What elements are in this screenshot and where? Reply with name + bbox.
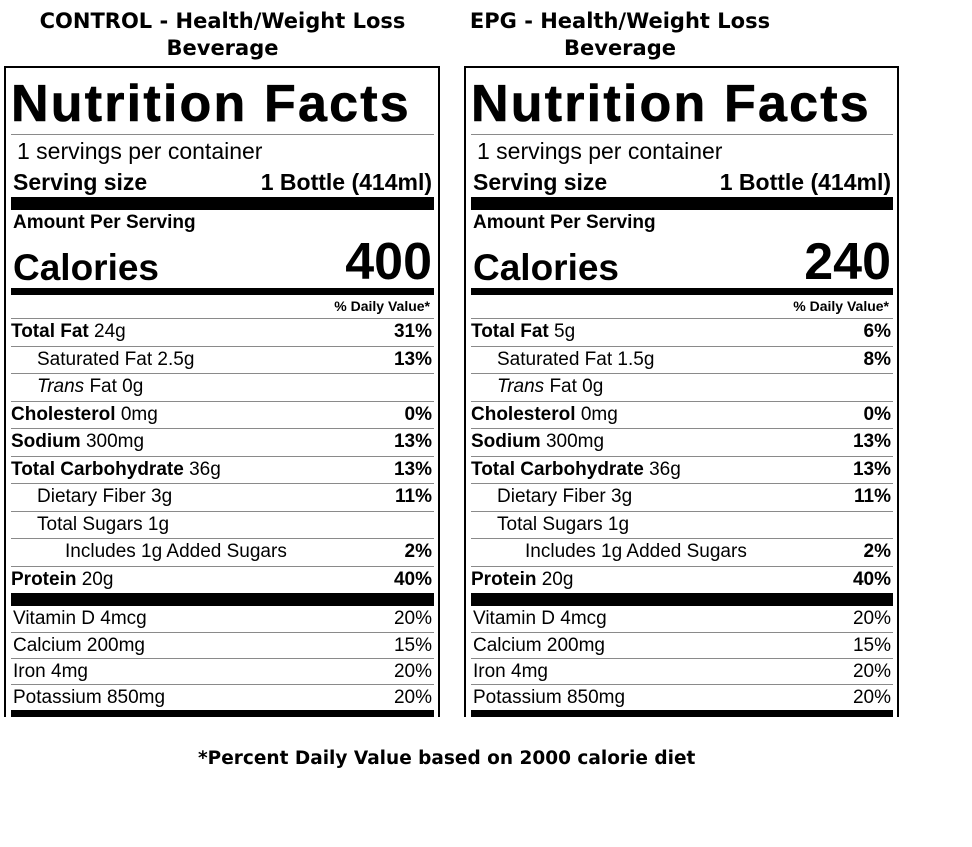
nutrient-row-saturated-fat: Saturated Fat 2.5g 13% [11, 345, 434, 374]
daily-value-header: % Daily Value* [793, 298, 889, 314]
nutrient-row-sodium: Sodium 300mg 13% [11, 428, 434, 456]
daily-value-header: % Daily Value* [334, 298, 430, 314]
nutrition-facts-title: Nutrition Facts [471, 76, 871, 133]
amount-per-serving: Amount Per Serving [473, 212, 656, 233]
epg-caption-line2: Beverage [564, 36, 676, 60]
nutrient-row-total-sugars: Total Sugars 1g [471, 510, 893, 539]
bottom-rule [11, 710, 434, 717]
control-caption: CONTROL - Health/Weight Loss Beverage [10, 8, 435, 62]
nutrient-row-total-fat: Total Fat 5g 6% [471, 318, 893, 346]
thick-rule [11, 197, 434, 210]
nutrient-row-cholesterol: Cholesterol 0mg 0% [471, 400, 893, 429]
nutrient-row-dietary-fiber: Dietary Fiber 3g 11% [11, 483, 434, 511]
medium-rule [11, 288, 434, 295]
nutrient-row-total-fat: Total Fat 24g 31% [11, 318, 434, 346]
serving-size-value: 1 Bottle (414ml) [260, 169, 432, 195]
servings-per-container: 1 servings per container [17, 138, 263, 164]
vitamin-row-potassium: Potassium 850mg 20% [471, 684, 893, 710]
vitamin-row-vitamin-d: Vitamin D 4mcg 20% [473, 608, 891, 629]
calories-value: 400 [345, 233, 432, 291]
serving-size-label: Serving size [13, 169, 148, 195]
epg-nutrition-label: Nutrition Facts 1 servings per container… [464, 66, 899, 717]
nutrient-row-total-carbohydrate: Total Carbohydrate 36g 13% [11, 455, 434, 484]
nutrient-row-protein: Protein 20g 40% [11, 565, 434, 594]
serving-size-value: 1 Bottle (414ml) [719, 169, 891, 195]
nutrition-facts-title: Nutrition Facts [11, 76, 411, 133]
epg-caption-line1: EPG - Health/Weight Loss [469, 9, 771, 33]
vitamin-row-vitamin-d: Vitamin D 4mcg 20% [13, 608, 432, 629]
calories-label: Calories [473, 247, 620, 288]
calories-row: Calories 400 [11, 234, 434, 288]
medium-rule [471, 288, 893, 295]
thick-rule [471, 593, 893, 606]
nutrient-row-protein: Protein 20g 40% [471, 565, 893, 594]
nutrient-row-added-sugars: Includes 1g Added Sugars 2% [11, 538, 434, 566]
serving-size-label: Serving size [473, 169, 608, 195]
serving-size-row: Serving size 1 Bottle (414ml) [471, 167, 893, 197]
nutrient-row-cholesterol: Cholesterol 0mg 0% [11, 400, 434, 429]
vitamin-row-potassium: Potassium 850mg 20% [11, 684, 434, 710]
calories-value: 240 [804, 233, 891, 291]
nutrient-row-added-sugars: Includes 1g Added Sugars 2% [471, 538, 893, 566]
epg-caption: EPG - Health/Weight Loss Beverage [465, 8, 775, 62]
nutrient-row-total-sugars: Total Sugars 1g [11, 510, 434, 539]
daily-value-footnote: *Percent Daily Value based on 2000 calor… [198, 748, 696, 769]
control-caption-line1: CONTROL - Health/Weight Loss [39, 9, 406, 33]
divider [471, 134, 893, 135]
nutrient-row-saturated-fat: Saturated Fat 1.5g 8% [471, 345, 893, 374]
calories-label: Calories [13, 247, 160, 288]
control-nutrition-label: Nutrition Facts 1 servings per container… [4, 66, 440, 717]
nutrient-row-trans-fat: Trans Fat 0g [11, 373, 434, 401]
bottom-rule [471, 710, 893, 717]
amount-per-serving: Amount Per Serving [13, 212, 196, 233]
nutrient-row-trans-fat: Trans Fat 0g [471, 373, 893, 401]
divider [11, 134, 434, 135]
thick-rule [11, 593, 434, 606]
calories-row: Calories 240 [471, 234, 893, 288]
vitamin-row-iron: Iron 4mg 20% [11, 658, 434, 684]
thick-rule [471, 197, 893, 210]
nutrient-row-dietary-fiber: Dietary Fiber 3g 11% [471, 483, 893, 511]
serving-size-row: Serving size 1 Bottle (414ml) [11, 167, 434, 197]
vitamin-row-calcium: Calcium 200mg 15% [471, 632, 893, 658]
vitamin-row-calcium: Calcium 200mg 15% [11, 632, 434, 658]
nutrient-row-total-carbohydrate: Total Carbohydrate 36g 13% [471, 455, 893, 484]
control-caption-line2: Beverage [166, 36, 279, 60]
servings-per-container: 1 servings per container [477, 138, 723, 164]
nutrient-row-sodium: Sodium 300mg 13% [471, 428, 893, 456]
vitamin-row-iron: Iron 4mg 20% [471, 658, 893, 684]
